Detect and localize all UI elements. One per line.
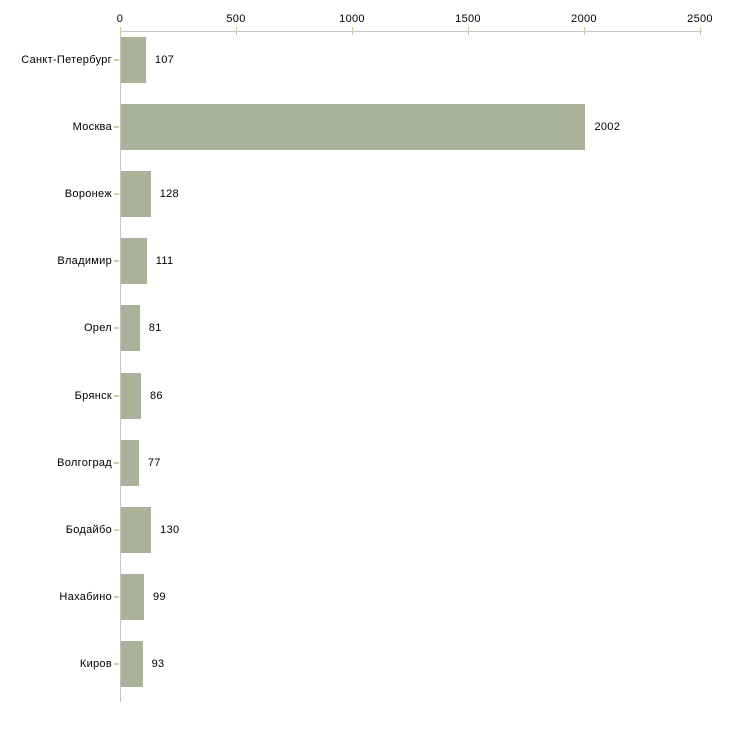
x-axis-tick-mark-icon bbox=[584, 27, 585, 35]
category-label: Бодайбо bbox=[65, 523, 112, 536]
bar-row: Орел 81 bbox=[84, 299, 700, 366]
x-axis-tick-mark-icon bbox=[236, 27, 237, 35]
x-axis-tick-label: 0 bbox=[116, 13, 124, 25]
category-tick-mark-icon bbox=[114, 126, 119, 129]
category-label: Волгоград bbox=[57, 456, 112, 469]
bar-row: Санкт-Петербург 107 bbox=[21, 31, 700, 98]
y-axis-line bbox=[120, 31, 121, 702]
bar-row: Бодайбо 130 bbox=[66, 501, 700, 568]
bar bbox=[121, 573, 144, 620]
category-label: Орел bbox=[83, 322, 112, 335]
category-tick-mark-icon bbox=[114, 193, 119, 196]
bar bbox=[121, 372, 141, 419]
value-label: 86 bbox=[149, 389, 163, 402]
plot-area: 0 500 1000 1500 2000 2500 Санкт-Петербур… bbox=[21, 13, 713, 702]
x-axis-tick-label: 1000 bbox=[339, 13, 365, 25]
category-tick-mark-icon bbox=[114, 394, 119, 397]
x-axis-tick-mark-icon bbox=[120, 27, 121, 35]
bar bbox=[121, 104, 586, 151]
x-axis-tick-label: 2000 bbox=[571, 13, 597, 25]
bar bbox=[121, 171, 151, 218]
category-label: Брянск bbox=[74, 389, 112, 402]
x-axis-tick-mark-icon bbox=[352, 27, 353, 35]
value-label: 111 bbox=[155, 255, 174, 268]
value-label: 2002 bbox=[594, 121, 621, 134]
x-axis-tick-label: 500 bbox=[226, 13, 246, 25]
category-tick-mark-icon bbox=[114, 595, 119, 598]
x-axis-tick-label: 1500 bbox=[455, 13, 481, 25]
category-tick-mark-icon bbox=[114, 662, 119, 665]
category-tick-mark-icon bbox=[114, 528, 119, 531]
bar bbox=[121, 439, 139, 486]
value-label: 81 bbox=[148, 322, 162, 335]
bar bbox=[121, 37, 146, 83]
category-tick-mark-icon bbox=[114, 461, 119, 464]
bar bbox=[121, 506, 152, 553]
category-tick-mark-icon bbox=[114, 260, 119, 263]
category-label: Киров bbox=[79, 657, 112, 670]
bar bbox=[121, 640, 143, 687]
value-label: 93 bbox=[151, 657, 165, 670]
x-axis-tick-label: 2500 bbox=[687, 13, 713, 25]
bar bbox=[121, 238, 147, 285]
bar-row: Нахабино 99 bbox=[59, 568, 700, 635]
bar bbox=[121, 305, 140, 352]
bar-row: Брянск 86 bbox=[75, 367, 700, 434]
bar-row: Москва 2002 bbox=[73, 98, 700, 165]
x-axis-tick-mark-icon bbox=[700, 27, 701, 35]
category-label: Воронеж bbox=[64, 188, 112, 201]
x-axis-tick-mark-icon bbox=[468, 27, 469, 35]
value-label: 128 bbox=[159, 188, 179, 201]
category-label: Нахабино bbox=[59, 590, 112, 603]
value-label: 99 bbox=[152, 590, 166, 603]
value-label: 77 bbox=[147, 456, 161, 469]
x-axis-line bbox=[120, 31, 702, 32]
value-label: 130 bbox=[160, 523, 180, 536]
category-tick-mark-icon bbox=[114, 327, 119, 330]
category-label: Санкт-Петербург bbox=[21, 54, 112, 66]
bar-row: Волгоград 77 bbox=[57, 434, 700, 501]
category-tick-mark-icon bbox=[114, 59, 119, 61]
bar-row: Владимир 111 bbox=[57, 232, 700, 299]
value-label: 107 bbox=[154, 54, 175, 66]
bar-row: Киров 93 bbox=[80, 635, 700, 702]
category-label: Москва bbox=[72, 121, 112, 134]
bar-row: Воронеж 128 bbox=[65, 165, 700, 232]
category-label: Владимир bbox=[57, 255, 112, 268]
